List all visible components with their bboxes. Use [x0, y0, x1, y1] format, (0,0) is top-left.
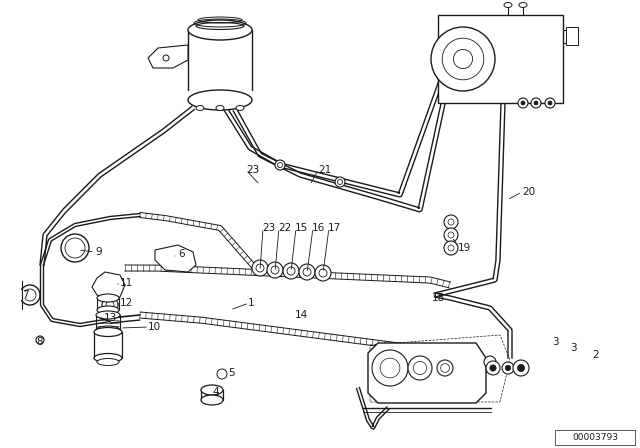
Circle shape	[102, 297, 118, 313]
Circle shape	[337, 180, 342, 185]
Text: 2: 2	[592, 350, 598, 360]
Circle shape	[36, 336, 44, 344]
Circle shape	[61, 234, 89, 262]
Text: 1: 1	[248, 298, 255, 308]
Circle shape	[484, 356, 496, 368]
Ellipse shape	[519, 3, 527, 8]
Circle shape	[431, 27, 495, 91]
Circle shape	[518, 98, 528, 108]
Ellipse shape	[94, 327, 122, 336]
Text: 19: 19	[458, 243, 471, 253]
Circle shape	[256, 264, 264, 272]
Circle shape	[486, 361, 500, 375]
Circle shape	[408, 356, 432, 380]
Circle shape	[444, 228, 458, 242]
Ellipse shape	[97, 306, 119, 314]
Circle shape	[335, 177, 345, 187]
Circle shape	[534, 101, 538, 105]
Text: 12: 12	[120, 298, 133, 308]
Text: 00003793: 00003793	[572, 432, 618, 441]
Circle shape	[106, 301, 114, 309]
Text: 14: 14	[295, 310, 308, 320]
Ellipse shape	[201, 395, 223, 405]
Ellipse shape	[196, 105, 204, 111]
Text: 22: 22	[278, 223, 291, 233]
Text: 9: 9	[95, 247, 102, 257]
Ellipse shape	[188, 90, 252, 110]
Circle shape	[267, 262, 283, 278]
Circle shape	[444, 241, 458, 255]
Circle shape	[506, 365, 511, 370]
Polygon shape	[148, 45, 188, 68]
Ellipse shape	[94, 353, 122, 362]
Bar	[566, 27, 578, 45]
Circle shape	[453, 49, 472, 69]
Text: 16: 16	[312, 223, 325, 233]
Circle shape	[303, 268, 311, 276]
Circle shape	[448, 245, 454, 251]
Circle shape	[372, 350, 408, 386]
Circle shape	[545, 98, 555, 108]
Circle shape	[531, 98, 541, 108]
Ellipse shape	[188, 20, 252, 40]
Bar	[438, 15, 563, 103]
Circle shape	[448, 219, 454, 225]
Ellipse shape	[504, 3, 512, 8]
Circle shape	[548, 101, 552, 105]
Circle shape	[163, 55, 169, 61]
Text: 20: 20	[522, 187, 535, 197]
Circle shape	[517, 364, 525, 371]
Circle shape	[271, 266, 279, 274]
Ellipse shape	[96, 311, 120, 319]
Circle shape	[502, 362, 514, 374]
Polygon shape	[368, 343, 486, 403]
Circle shape	[513, 360, 529, 376]
Text: 6: 6	[178, 249, 184, 259]
Text: 23: 23	[262, 223, 275, 233]
Text: 18: 18	[432, 293, 445, 303]
Text: 7: 7	[22, 290, 29, 300]
Text: 11: 11	[120, 278, 133, 288]
Text: 8: 8	[36, 337, 43, 347]
Circle shape	[287, 267, 295, 275]
Circle shape	[448, 232, 454, 238]
Circle shape	[299, 264, 315, 280]
Ellipse shape	[236, 105, 244, 111]
Circle shape	[252, 260, 268, 276]
Text: 23: 23	[246, 165, 259, 175]
Circle shape	[217, 369, 227, 379]
Text: 13: 13	[104, 313, 117, 323]
Polygon shape	[92, 272, 125, 300]
Text: 3: 3	[570, 343, 577, 353]
Circle shape	[275, 160, 285, 170]
Text: 10: 10	[148, 322, 161, 332]
Ellipse shape	[216, 105, 224, 111]
Text: 15: 15	[295, 223, 308, 233]
Text: 17: 17	[328, 223, 341, 233]
Circle shape	[315, 265, 331, 281]
Bar	[555, 430, 635, 445]
Ellipse shape	[196, 22, 244, 30]
Ellipse shape	[97, 358, 119, 366]
Circle shape	[283, 263, 299, 279]
Circle shape	[319, 269, 327, 277]
Circle shape	[444, 215, 458, 229]
Text: 3: 3	[552, 337, 559, 347]
Circle shape	[278, 163, 282, 168]
Circle shape	[490, 365, 496, 371]
Ellipse shape	[97, 294, 119, 302]
Circle shape	[437, 360, 453, 376]
Text: 21: 21	[318, 165, 332, 175]
Ellipse shape	[96, 326, 120, 334]
Polygon shape	[155, 245, 196, 272]
Text: 5: 5	[228, 368, 235, 378]
Text: 4: 4	[212, 387, 219, 397]
Circle shape	[521, 101, 525, 105]
Ellipse shape	[201, 385, 223, 395]
